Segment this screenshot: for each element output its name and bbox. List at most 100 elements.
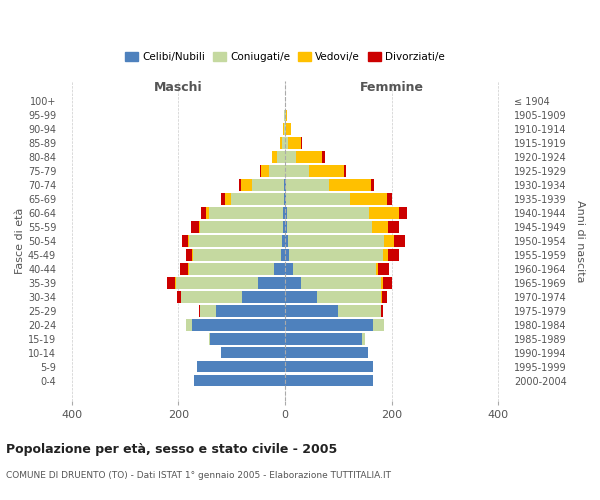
Legend: Celibi/Nubili, Coniugati/e, Vedovi/e, Divorziati/e: Celibi/Nubili, Coniugati/e, Vedovi/e, Di…: [121, 48, 449, 66]
Bar: [283, 236, 285, 246]
Y-axis label: Anni di nascita: Anni di nascita: [575, 200, 585, 282]
Bar: [241, 180, 252, 191]
Bar: [177, 291, 181, 302]
Bar: [382, 291, 388, 302]
Bar: [277, 152, 285, 163]
Bar: [182, 236, 188, 246]
Bar: [285, 194, 286, 205]
Bar: [378, 263, 389, 274]
Bar: [201, 208, 206, 219]
Bar: [285, 333, 362, 344]
Bar: [398, 208, 407, 219]
Y-axis label: Fasce di età: Fasce di età: [15, 208, 25, 274]
Bar: [186, 249, 192, 260]
Bar: [285, 305, 338, 316]
Bar: [191, 222, 199, 232]
Bar: [285, 319, 373, 330]
Bar: [381, 291, 382, 302]
Bar: [200, 222, 283, 232]
Bar: [371, 180, 374, 191]
Bar: [286, 194, 350, 205]
Bar: [272, 152, 277, 163]
Bar: [286, 124, 292, 135]
Bar: [373, 222, 388, 232]
Bar: [317, 291, 381, 302]
Bar: [287, 208, 369, 219]
Bar: [283, 208, 285, 219]
Bar: [230, 194, 284, 205]
Bar: [289, 249, 383, 260]
Bar: [285, 236, 287, 246]
Bar: [285, 138, 287, 149]
Bar: [285, 222, 287, 232]
Bar: [176, 277, 259, 288]
Bar: [383, 236, 394, 246]
Bar: [181, 263, 188, 274]
Bar: [344, 166, 346, 177]
Bar: [383, 277, 392, 288]
Bar: [285, 277, 301, 288]
Bar: [285, 124, 286, 135]
Bar: [373, 319, 383, 330]
Bar: [285, 249, 289, 260]
Bar: [260, 166, 261, 177]
Bar: [286, 180, 329, 191]
Bar: [167, 277, 175, 288]
Bar: [329, 180, 371, 191]
Bar: [309, 166, 344, 177]
Bar: [381, 277, 383, 288]
Bar: [252, 180, 284, 191]
Bar: [285, 152, 296, 163]
Bar: [283, 138, 285, 149]
Bar: [285, 166, 309, 177]
Bar: [350, 194, 388, 205]
Bar: [194, 375, 285, 386]
Bar: [301, 138, 302, 149]
Bar: [193, 249, 281, 260]
Bar: [285, 208, 287, 219]
Bar: [286, 110, 287, 121]
Bar: [191, 319, 285, 330]
Bar: [376, 263, 378, 274]
Bar: [221, 194, 225, 205]
Bar: [209, 208, 283, 219]
Bar: [287, 236, 383, 246]
Bar: [338, 305, 381, 316]
Bar: [285, 291, 317, 302]
Bar: [206, 208, 209, 219]
Bar: [285, 180, 286, 191]
Bar: [284, 124, 285, 135]
Bar: [189, 263, 274, 274]
Bar: [200, 305, 215, 316]
Bar: [301, 277, 381, 288]
Bar: [199, 222, 200, 232]
Bar: [188, 236, 189, 246]
Bar: [362, 333, 365, 344]
Bar: [280, 138, 283, 149]
Bar: [382, 305, 383, 316]
Bar: [394, 236, 405, 246]
Bar: [215, 305, 285, 316]
Bar: [199, 305, 200, 316]
Bar: [284, 194, 285, 205]
Bar: [287, 222, 373, 232]
Bar: [388, 249, 398, 260]
Bar: [283, 222, 285, 232]
Bar: [369, 208, 398, 219]
Bar: [388, 222, 399, 232]
Bar: [209, 333, 211, 344]
Text: COMUNE DI DRUENTO (TO) - Dati ISTAT 1° gennaio 2005 - Elaborazione TUTTITALIA.IT: COMUNE DI DRUENTO (TO) - Dati ISTAT 1° g…: [6, 470, 391, 480]
Bar: [285, 347, 368, 358]
Bar: [239, 180, 241, 191]
Bar: [187, 319, 191, 330]
Bar: [269, 166, 285, 177]
Bar: [281, 249, 285, 260]
Bar: [285, 375, 373, 386]
Text: Popolazione per età, sesso e stato civile - 2005: Popolazione per età, sesso e stato civil…: [6, 442, 337, 456]
Bar: [284, 180, 285, 191]
Bar: [388, 194, 392, 205]
Bar: [189, 236, 283, 246]
Text: Femmine: Femmine: [359, 82, 424, 94]
Bar: [211, 333, 285, 344]
Bar: [197, 361, 285, 372]
